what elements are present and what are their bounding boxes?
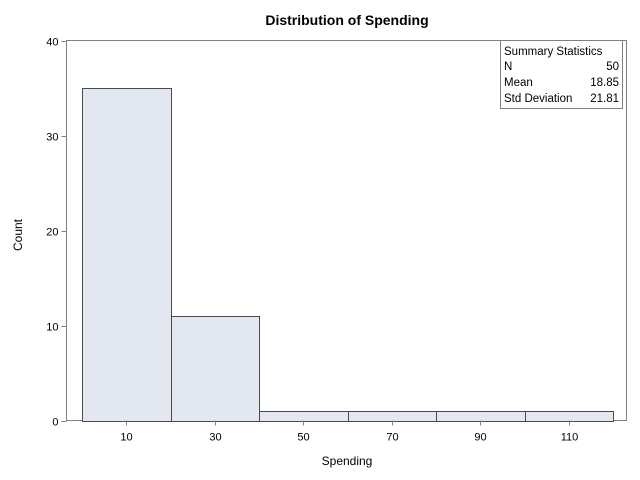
x-tick-label: 70 bbox=[386, 432, 398, 444]
stat-std-deviation-value: 21.81 bbox=[590, 93, 619, 105]
histogram-bar-90 bbox=[436, 411, 526, 422]
x-tick-label: 90 bbox=[474, 432, 486, 444]
summary-statistics-box bbox=[500, 40, 623, 109]
chart-title: Distribution of Spending bbox=[265, 12, 428, 28]
stat-n-value: 50 bbox=[606, 61, 619, 73]
summary-statistics-inset: Summary Statistics N 50 Mean 18.85 Std D… bbox=[500, 40, 623, 109]
y-tick-label: 20 bbox=[46, 227, 58, 239]
stat-std-deviation-label: Std Deviation bbox=[504, 93, 572, 105]
stat-mean-label: Mean bbox=[504, 77, 533, 89]
x-axis-title: Spending bbox=[322, 454, 373, 468]
x-axis: 10 30 50 70 90 110 bbox=[120, 420, 579, 444]
histogram-bar-10 bbox=[82, 88, 172, 422]
y-tick-label: 10 bbox=[46, 322, 58, 334]
histogram-bar-110 bbox=[525, 411, 614, 422]
y-tick-label: 40 bbox=[46, 37, 58, 49]
stat-mean-value: 18.85 bbox=[590, 77, 619, 89]
x-tick-label: 30 bbox=[209, 432, 221, 444]
stat-n-label: N bbox=[504, 61, 512, 73]
x-tick-label: 50 bbox=[297, 432, 309, 444]
y-axis-title: Count bbox=[11, 218, 25, 251]
histogram-bar-30 bbox=[171, 316, 260, 422]
histogram-bar-50 bbox=[259, 411, 349, 422]
x-tick-label: 110 bbox=[561, 432, 579, 444]
x-tick-label: 10 bbox=[120, 432, 132, 444]
y-tick-label: 0 bbox=[52, 417, 58, 429]
histogram-bar-70 bbox=[348, 411, 437, 422]
y-axis: 0 10 20 30 40 bbox=[46, 37, 67, 429]
bars-group bbox=[82, 88, 614, 422]
y-tick-label: 30 bbox=[46, 132, 58, 144]
summary-statistics-title: Summary Statistics bbox=[504, 46, 603, 58]
